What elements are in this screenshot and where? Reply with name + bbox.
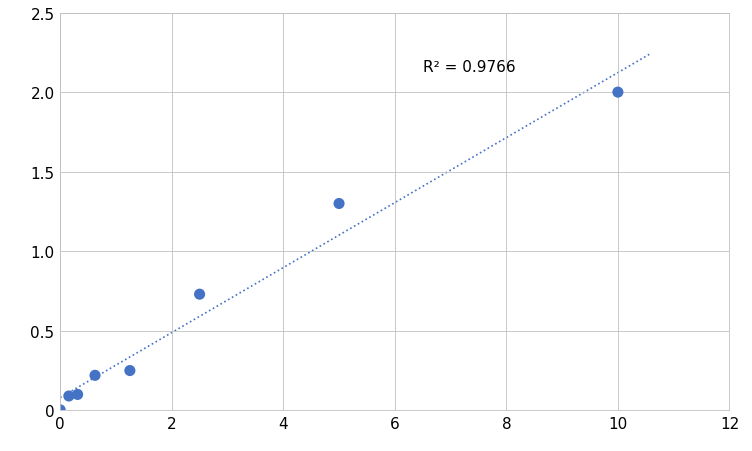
Point	[71, 391, 83, 398]
Point	[193, 291, 205, 298]
Point	[612, 89, 624, 97]
Text: R² = 0.9766: R² = 0.9766	[423, 60, 515, 75]
Point	[63, 392, 75, 400]
Point	[89, 372, 101, 379]
Point	[124, 367, 136, 374]
Point	[54, 406, 66, 414]
Point	[333, 200, 345, 207]
